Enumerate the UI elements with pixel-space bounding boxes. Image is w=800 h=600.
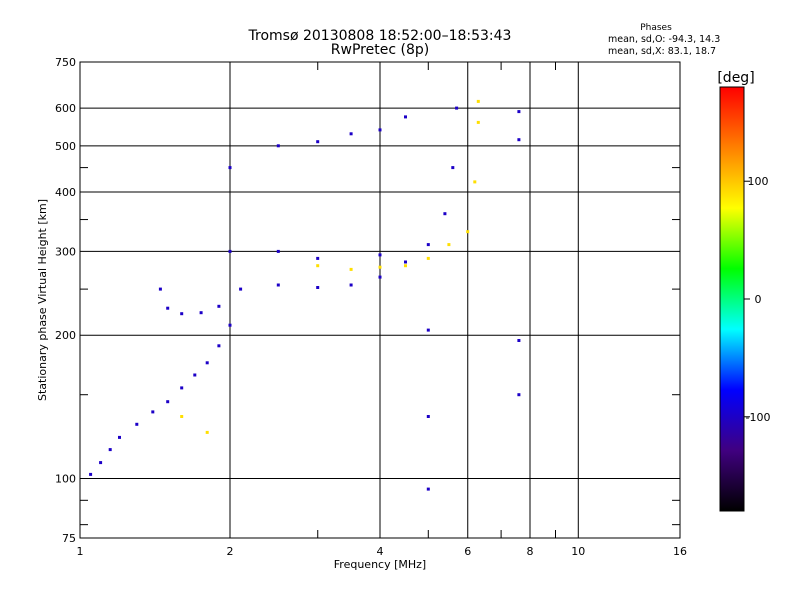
y-tick-label: 400 <box>55 186 76 199</box>
data-point <box>404 264 407 268</box>
data-point <box>426 328 430 332</box>
plot-frame <box>79 61 681 539</box>
y-tick-label: 75 <box>62 532 76 545</box>
colorbar-ticks: 100 0 -100 <box>744 175 770 424</box>
data-point <box>378 128 382 132</box>
data-point <box>378 253 382 257</box>
data-point <box>99 461 103 465</box>
data-point <box>349 267 353 271</box>
y-tick-label: 600 <box>55 102 76 115</box>
data-point <box>166 400 170 404</box>
data-point <box>476 99 480 103</box>
colorbar-tick-label: -100 <box>746 411 771 424</box>
stats-x-line: mean, sd,X: 83.1, 18.7 <box>608 46 716 57</box>
data-point <box>217 344 221 348</box>
data-point <box>199 311 203 315</box>
data-point <box>166 306 170 310</box>
y-axis-ticks: 75 100 200 300 400 500 600 750 <box>55 56 680 545</box>
data-point <box>217 304 221 308</box>
data-point <box>451 166 455 170</box>
data-point <box>378 275 382 279</box>
y-tick-label: 300 <box>55 245 76 258</box>
data-point <box>180 312 184 316</box>
data-point <box>89 472 93 476</box>
data-point <box>426 243 430 247</box>
chart-subtitle: RwPretec (8p) <box>331 42 429 58</box>
data-point <box>316 140 320 144</box>
data-point <box>349 132 353 136</box>
data-point <box>158 287 162 291</box>
data-point <box>426 256 430 260</box>
data-point <box>151 410 155 414</box>
x-tick-label: 16 <box>673 545 687 558</box>
x-tick-label: 6 <box>464 545 471 558</box>
data-point <box>205 361 209 365</box>
data-point <box>404 260 407 264</box>
data-point <box>228 166 232 170</box>
x-axis-label: Frequency [MHz] <box>334 558 426 571</box>
colorbar <box>719 86 745 512</box>
data-point <box>517 393 521 397</box>
data-point <box>378 265 382 269</box>
data-point <box>517 339 521 342</box>
data-point <box>193 373 197 377</box>
data-point <box>108 448 112 452</box>
data-point <box>205 430 209 434</box>
y-tick-label: 100 <box>55 473 76 486</box>
data-point <box>180 415 184 418</box>
data-point <box>455 106 459 110</box>
colorbar-tick-label: 100 <box>748 175 769 188</box>
chart-title: Tromsø 20130808 18:52:00–18:53:43 <box>248 28 512 44</box>
colorbar-tick-label: 0 <box>755 293 762 306</box>
x-axis-ticks: 1 2 4 6 8 10 16 <box>77 62 687 558</box>
x-tick-label: 8 <box>527 545 534 558</box>
data-point <box>118 435 121 439</box>
data-point <box>316 286 320 289</box>
data-point <box>239 287 243 291</box>
data-point <box>316 264 320 268</box>
data-point <box>316 256 320 260</box>
y-tick-label: 750 <box>55 56 76 69</box>
data-point <box>276 144 280 148</box>
data-point <box>349 283 353 287</box>
data-point <box>443 212 447 216</box>
y-tick-label: 200 <box>55 329 76 342</box>
data-point <box>426 487 430 491</box>
data-point <box>473 180 477 184</box>
data-point <box>447 243 451 247</box>
data-point <box>404 115 407 119</box>
colorbar-label: [deg] <box>717 70 754 86</box>
y-axis-label: Stationary phase Virtual Height [km] <box>36 199 49 401</box>
x-tick-label: 2 <box>227 545 234 558</box>
x-tick-label: 10 <box>571 545 585 558</box>
data-point <box>180 386 184 390</box>
data-point <box>426 415 430 418</box>
stats-o-line: mean, sd,O: -94.3, 14.3 <box>608 34 720 45</box>
data-point <box>228 323 232 327</box>
data-point <box>228 249 232 253</box>
data-point <box>466 230 470 234</box>
stats-heading: Phases <box>640 23 672 33</box>
data-points <box>89 99 521 491</box>
data-point <box>476 120 480 124</box>
y-tick-label: 500 <box>55 140 76 153</box>
data-point <box>517 138 521 142</box>
x-tick-label: 4 <box>377 545 384 558</box>
grid-lines <box>80 62 680 538</box>
data-point <box>135 422 139 426</box>
x-tick-label: 1 <box>77 545 84 558</box>
data-point <box>276 283 280 287</box>
data-point <box>517 110 521 114</box>
data-point <box>276 249 280 253</box>
